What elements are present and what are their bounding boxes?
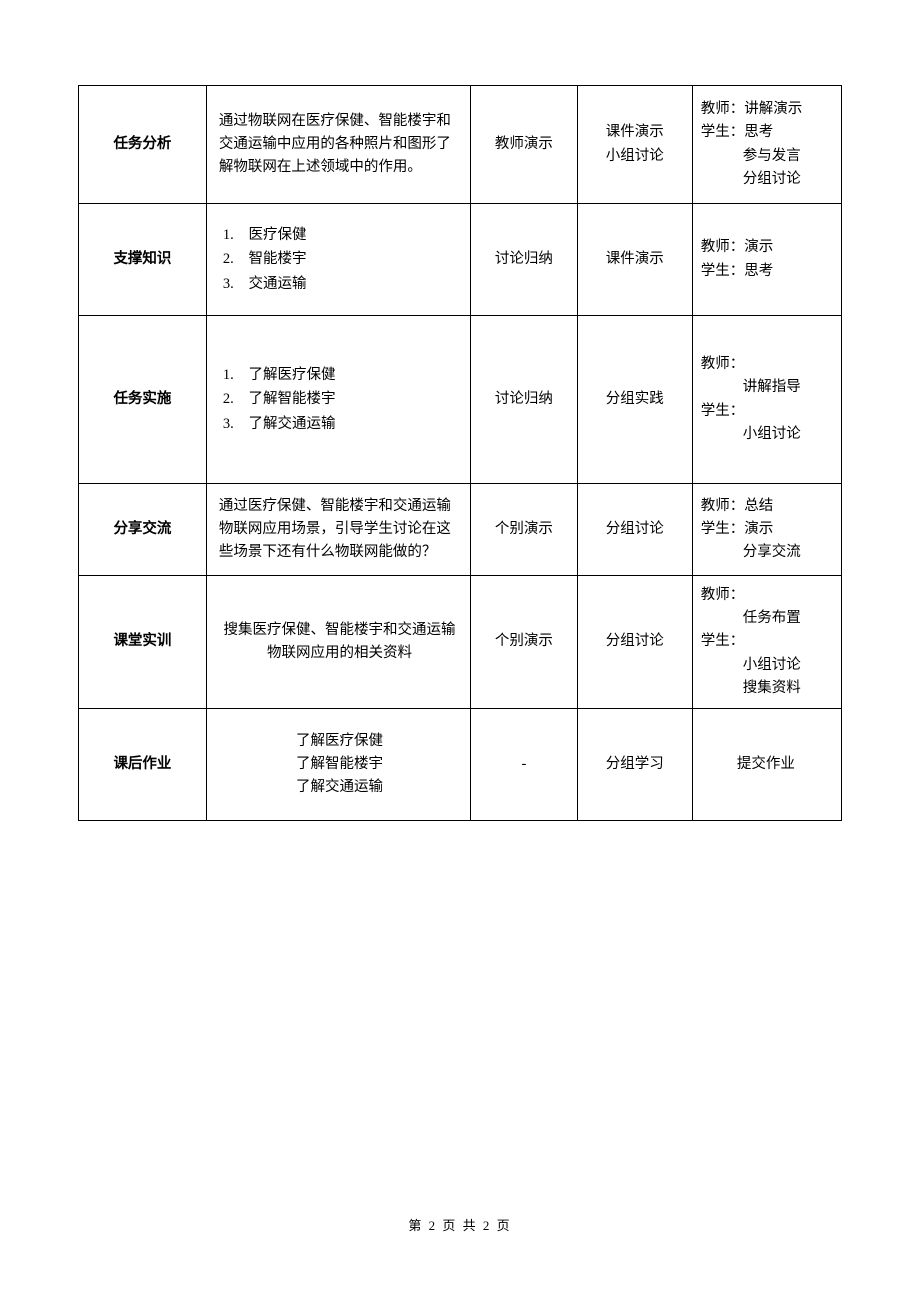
table-body: 任务分析通过物联网在医疗保健、智能楼宇和交通运输中应用的各种照片和图形了解物联网… [79, 86, 842, 821]
row-activity: 教师：任务布置学生：小组讨论搜集资料 [692, 576, 841, 709]
row-activity: 教师：演示学生：思考 [692, 204, 841, 316]
row-content: 1. 了解医疗保健2. 了解智能楼宇3. 了解交通运输 [206, 316, 470, 484]
row-label: 支撑知识 [79, 204, 207, 316]
row-label: 任务实施 [79, 316, 207, 484]
row-content: 1. 医疗保健2. 智能楼宇3. 交通运输 [206, 204, 470, 316]
row-media: 分组实践 [577, 316, 692, 484]
lesson-plan-table: 任务分析通过物联网在医疗保健、智能楼宇和交通运输中应用的各种照片和图形了解物联网… [78, 85, 842, 821]
table-row: 任务实施1. 了解医疗保健2. 了解智能楼宇3. 了解交通运输讨论归纳分组实践教… [79, 316, 842, 484]
row-method: 讨论归纳 [471, 316, 578, 484]
row-method: - [471, 708, 578, 820]
list-item: 2. 了解智能楼宇 [223, 387, 460, 412]
row-media: 分组学习 [577, 708, 692, 820]
row-media: 分组讨论 [577, 484, 692, 576]
table-row: 支撑知识1. 医疗保健2. 智能楼宇3. 交通运输讨论归纳课件演示教师：演示学生… [79, 204, 842, 316]
row-activity: 教师：讲解演示学生：思考参与发言分组讨论 [692, 86, 841, 204]
list-item: 2. 智能楼宇 [223, 247, 460, 272]
row-label: 分享交流 [79, 484, 207, 576]
row-activity: 教师：讲解指导学生：小组讨论 [692, 316, 841, 484]
table-row: 课堂实训搜集医疗保健、智能楼宇和交通运输物联网应用的相关资料个别演示分组讨论教师… [79, 576, 842, 709]
row-content: 通过物联网在医疗保健、智能楼宇和交通运输中应用的各种照片和图形了解物联网在上述领… [206, 86, 470, 204]
list-item: 1. 医疗保健 [223, 223, 460, 248]
list-item: 1. 了解医疗保健 [223, 363, 460, 388]
row-method: 个别演示 [471, 484, 578, 576]
table-row: 课后作业了解医疗保健了解智能楼宇了解交通运输-分组学习提交作业 [79, 708, 842, 820]
row-media: 课件演示 [577, 204, 692, 316]
row-label: 任务分析 [79, 86, 207, 204]
row-method: 讨论归纳 [471, 204, 578, 316]
list-item: 3. 了解交通运输 [223, 412, 460, 437]
row-content: 了解医疗保健了解智能楼宇了解交通运输 [206, 708, 470, 820]
row-method: 个别演示 [471, 576, 578, 709]
row-method: 教师演示 [471, 86, 578, 204]
row-activity: 教师：总结学生：演示分享交流 [692, 484, 841, 576]
list-item: 3. 交通运输 [223, 272, 460, 297]
row-label: 课后作业 [79, 708, 207, 820]
row-media: 课件演示小组讨论 [577, 86, 692, 204]
row-content: 通过医疗保健、智能楼宇和交通运输物联网应用场景，引导学生讨论在这些场景下还有什么… [206, 484, 470, 576]
row-label: 课堂实训 [79, 576, 207, 709]
page-footer: 第 2 页 共 2 页 [0, 1215, 920, 1234]
table-row: 分享交流通过医疗保健、智能楼宇和交通运输物联网应用场景，引导学生讨论在这些场景下… [79, 484, 842, 576]
row-content: 搜集医疗保健、智能楼宇和交通运输物联网应用的相关资料 [206, 576, 470, 709]
table-row: 任务分析通过物联网在医疗保健、智能楼宇和交通运输中应用的各种照片和图形了解物联网… [79, 86, 842, 204]
row-media: 分组讨论 [577, 576, 692, 709]
row-activity: 提交作业 [692, 708, 841, 820]
